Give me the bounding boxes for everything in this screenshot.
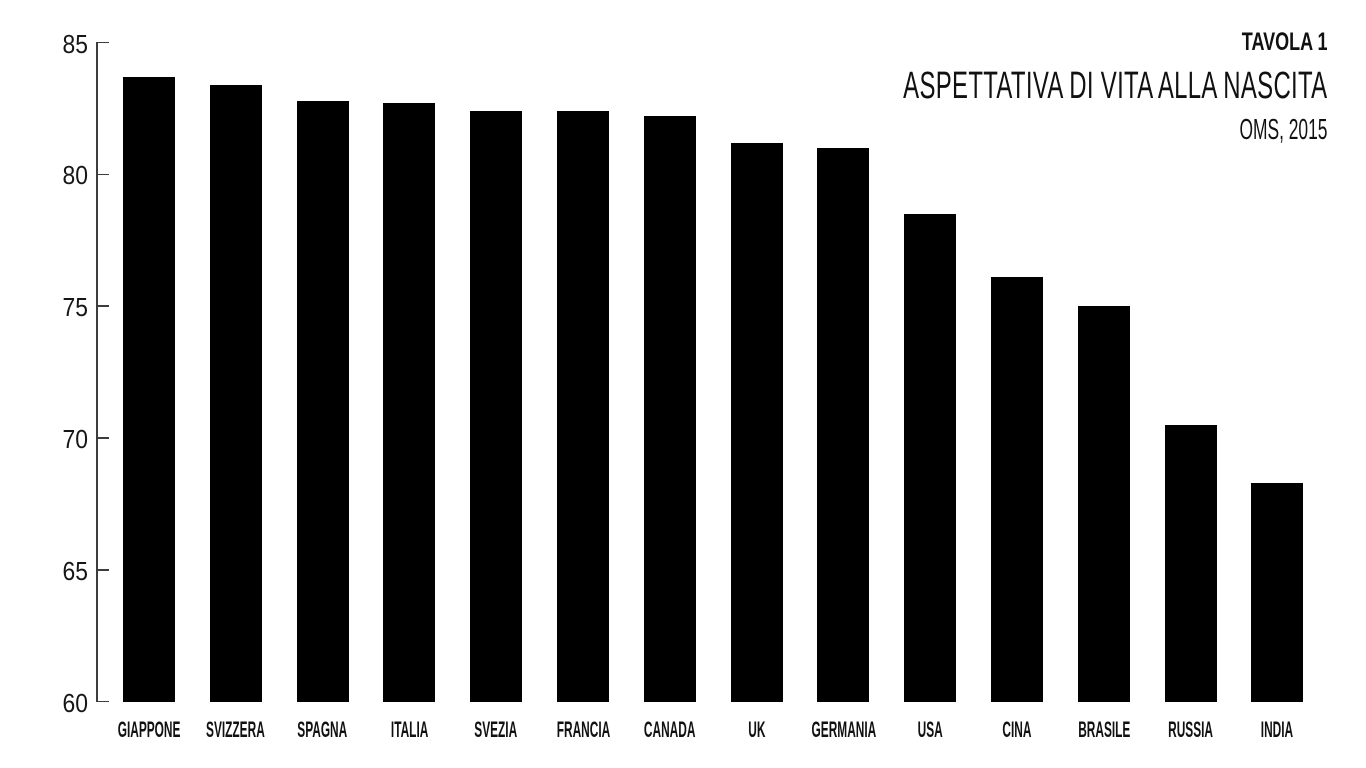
bar-italia: [383, 103, 436, 702]
x-label-svizzera: SVIZZERA: [206, 717, 266, 742]
y-tick-label-70: 70: [62, 424, 88, 454]
bar-canada: [643, 116, 696, 702]
bar-india: [1251, 482, 1304, 702]
bar-cina: [991, 277, 1043, 702]
y-tick-mark-75: [96, 305, 109, 307]
y-tick-label-65: 65: [62, 555, 88, 586]
x-label-brasile: BRASILE: [1077, 717, 1130, 742]
x-label-francia: FRANCIA: [556, 717, 610, 742]
y-tick-label-80: 80: [62, 160, 88, 191]
x-label-spagna: SPAGNA: [297, 717, 348, 742]
x-label-russia: RUSSIA: [1168, 717, 1214, 742]
y-tick-mark-70: [96, 437, 109, 439]
chart-title: ASPETTATIVA DI VITA ALLA NASCITA: [902, 65, 1327, 107]
bar-uk: [730, 142, 783, 702]
x-label-giappone: GIAPPONE: [117, 717, 181, 742]
bar-brasile: [1077, 306, 1130, 702]
x-label-italia: ITALIA: [390, 717, 429, 742]
x-label-svezia: SVEZIA: [474, 717, 518, 742]
bar-russia: [1164, 424, 1217, 702]
y-tick-mark-60: [96, 700, 109, 703]
bar-svizzera: [209, 84, 262, 702]
x-label-uk: UK: [748, 717, 766, 742]
y-axis-line: [96, 42, 98, 702]
chart-title-block: TAVOLA 1 ASPETTATIVA DI VITA ALLA NASCIT…: [654, 30, 1327, 145]
y-tick-label-85: 85: [62, 28, 88, 59]
x-label-germania: GERMANIA: [811, 717, 876, 742]
y-tick-mark-65: [96, 569, 109, 571]
bar-giappone: [123, 76, 175, 702]
bar-francia: [557, 111, 609, 702]
x-label-cina: CINA: [1002, 717, 1032, 742]
table-number-label: TAVOLA 1: [1241, 28, 1327, 56]
y-tick-label-60: 60: [62, 687, 88, 718]
y-tick-label-75: 75: [62, 292, 88, 323]
bar-usa: [904, 213, 957, 702]
x-label-india: INDIA: [1261, 717, 1294, 742]
x-label-usa: USA: [917, 717, 943, 742]
bar-spagna: [296, 100, 349, 702]
chart-source: OMS, 2015: [1238, 114, 1327, 146]
bar-svezia: [470, 111, 523, 702]
y-tick-mark-85: [96, 41, 109, 44]
bar-germania: [817, 148, 870, 702]
y-tick-mark-80: [96, 173, 109, 176]
x-label-canada: CANADA: [644, 717, 696, 742]
